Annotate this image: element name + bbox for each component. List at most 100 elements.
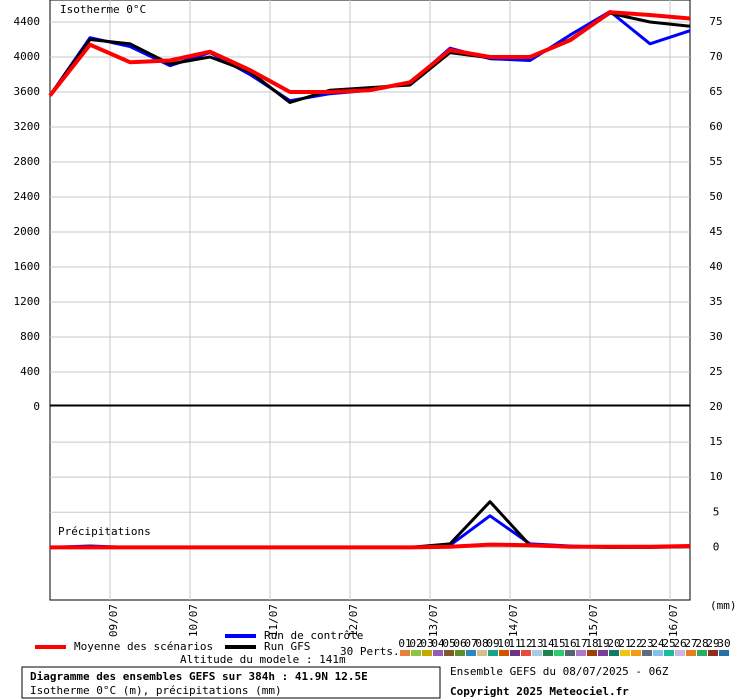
perts-label: 30 Perts. xyxy=(340,645,400,658)
pert-label: 18 xyxy=(585,637,598,650)
pert-swatch xyxy=(598,650,608,656)
series-line xyxy=(50,542,691,550)
pert-label: 09 xyxy=(486,637,499,650)
pert-label: 08 xyxy=(475,637,488,650)
footer-title: Diagramme des ensembles GEFS sur 384h : … xyxy=(30,670,368,683)
pert-label: 01 xyxy=(398,637,411,650)
pert-swatch xyxy=(719,650,729,656)
pert-swatch xyxy=(411,650,421,656)
pert-label: 26 xyxy=(673,637,686,650)
y-tick-label: 0 xyxy=(713,540,720,553)
pert-swatch xyxy=(697,650,707,656)
pert-swatch xyxy=(609,650,619,656)
pert-label: 11 xyxy=(508,637,521,650)
x-tick-label: 13/07 xyxy=(427,604,440,637)
x-tick-label: 09/07 xyxy=(107,604,120,637)
pert-label: 24 xyxy=(651,637,665,650)
x-tick-label: 10/07 xyxy=(187,604,200,637)
pert-label: 21 xyxy=(618,637,631,650)
pert-swatch xyxy=(477,650,487,656)
series-line xyxy=(48,10,691,97)
pert-swatch xyxy=(653,650,663,656)
y2-tick-label: 65 xyxy=(709,85,722,98)
y2-tick-label: 70 xyxy=(709,50,722,63)
y-tick-label: 4400 xyxy=(14,15,41,28)
pert-swatch xyxy=(510,650,520,656)
pert-swatch xyxy=(686,650,696,656)
x-tick-label: 14/07 xyxy=(507,604,520,637)
pert-swatch xyxy=(554,650,564,656)
y2-tick-label: 75 xyxy=(709,15,722,28)
y-tick-label: 2400 xyxy=(14,190,41,203)
y-tick-label: 800 xyxy=(20,330,40,343)
pert-label: 22 xyxy=(629,637,642,650)
pert-label: 02 xyxy=(409,637,422,650)
pert-swatch xyxy=(499,650,509,656)
pert-label: 19 xyxy=(596,637,609,650)
pert-label: 14 xyxy=(541,637,555,650)
pert-label: 03 xyxy=(420,637,433,650)
pert-label: 20 xyxy=(607,637,620,650)
pert-swatch xyxy=(455,650,465,656)
pert-label: 04 xyxy=(431,637,445,650)
x-tick-label: 12/07 xyxy=(347,604,360,637)
y-tick-label: 2800 xyxy=(14,155,41,168)
pert-swatch xyxy=(433,650,443,656)
bottom-panel xyxy=(49,405,691,601)
legend-label: Moyenne des scénarios xyxy=(74,640,213,653)
pert-label: 27 xyxy=(684,637,697,650)
y2-tick-label: 50 xyxy=(709,190,722,203)
y-tick-label: 10 xyxy=(709,470,722,483)
top-panel xyxy=(49,0,691,406)
pert-swatch xyxy=(521,650,531,656)
y2-tick-label: 45 xyxy=(709,225,722,238)
y2-tick-label: 30 xyxy=(709,330,722,343)
pert-label: 06 xyxy=(453,637,466,650)
y-tick-label: 3200 xyxy=(14,120,41,133)
y-tick-label: 3600 xyxy=(14,85,41,98)
pert-swatch xyxy=(565,650,575,656)
pert-label: 30 xyxy=(717,637,730,650)
y-tick-label: 0 xyxy=(33,400,40,413)
pert-label: 10 xyxy=(497,637,510,650)
pert-label: 15 xyxy=(552,637,565,650)
legend-label: Run de contrôle xyxy=(264,629,363,642)
pert-label: 13 xyxy=(530,637,543,650)
pert-swatch xyxy=(631,650,641,656)
y2-tick-label: 35 xyxy=(709,295,722,308)
pert-swatch xyxy=(620,650,630,656)
top-title: Isotherme 0°C xyxy=(60,3,146,16)
pert-label: 05 xyxy=(442,637,455,650)
y-tick-label: 2000 xyxy=(14,225,41,238)
pert-label: 28 xyxy=(695,637,708,650)
pert-swatch xyxy=(466,650,476,656)
pert-swatch xyxy=(576,650,586,656)
y-label: (mm) xyxy=(710,599,737,612)
pert-swatch xyxy=(488,650,498,656)
y2-tick-label: 55 xyxy=(709,155,722,168)
y-tick-label: 1600 xyxy=(14,260,41,273)
pert-label: 07 xyxy=(464,637,477,650)
x-tick-label: 16/07 xyxy=(667,604,680,637)
pert-label: 16 xyxy=(563,637,576,650)
pert-swatch xyxy=(664,650,674,656)
legend-label: Run GFS xyxy=(264,640,310,653)
y-tick-label: 5 xyxy=(713,505,720,518)
footer-subtitle: Isotherme 0°C (m), précipitations (mm) xyxy=(30,684,282,697)
y-tick-label: 20 xyxy=(709,400,722,413)
pert-swatch xyxy=(532,650,542,656)
pert-swatch xyxy=(708,650,718,656)
plot-area xyxy=(48,0,691,600)
pert-swatch xyxy=(587,650,597,656)
pert-label: 12 xyxy=(519,637,532,650)
y-tick-label: 15 xyxy=(709,435,722,448)
footer-run: Ensemble GEFS du 08/07/2025 - 06Z xyxy=(450,665,669,678)
y2-tick-label: 60 xyxy=(709,120,722,133)
bottom-title: Précipitations xyxy=(58,525,151,538)
footer-box xyxy=(21,666,441,699)
pert-swatch xyxy=(400,650,410,656)
y2-tick-label: 25 xyxy=(709,365,722,378)
y-tick-label: 1200 xyxy=(14,295,41,308)
y-tick-label: 4000 xyxy=(14,50,41,63)
